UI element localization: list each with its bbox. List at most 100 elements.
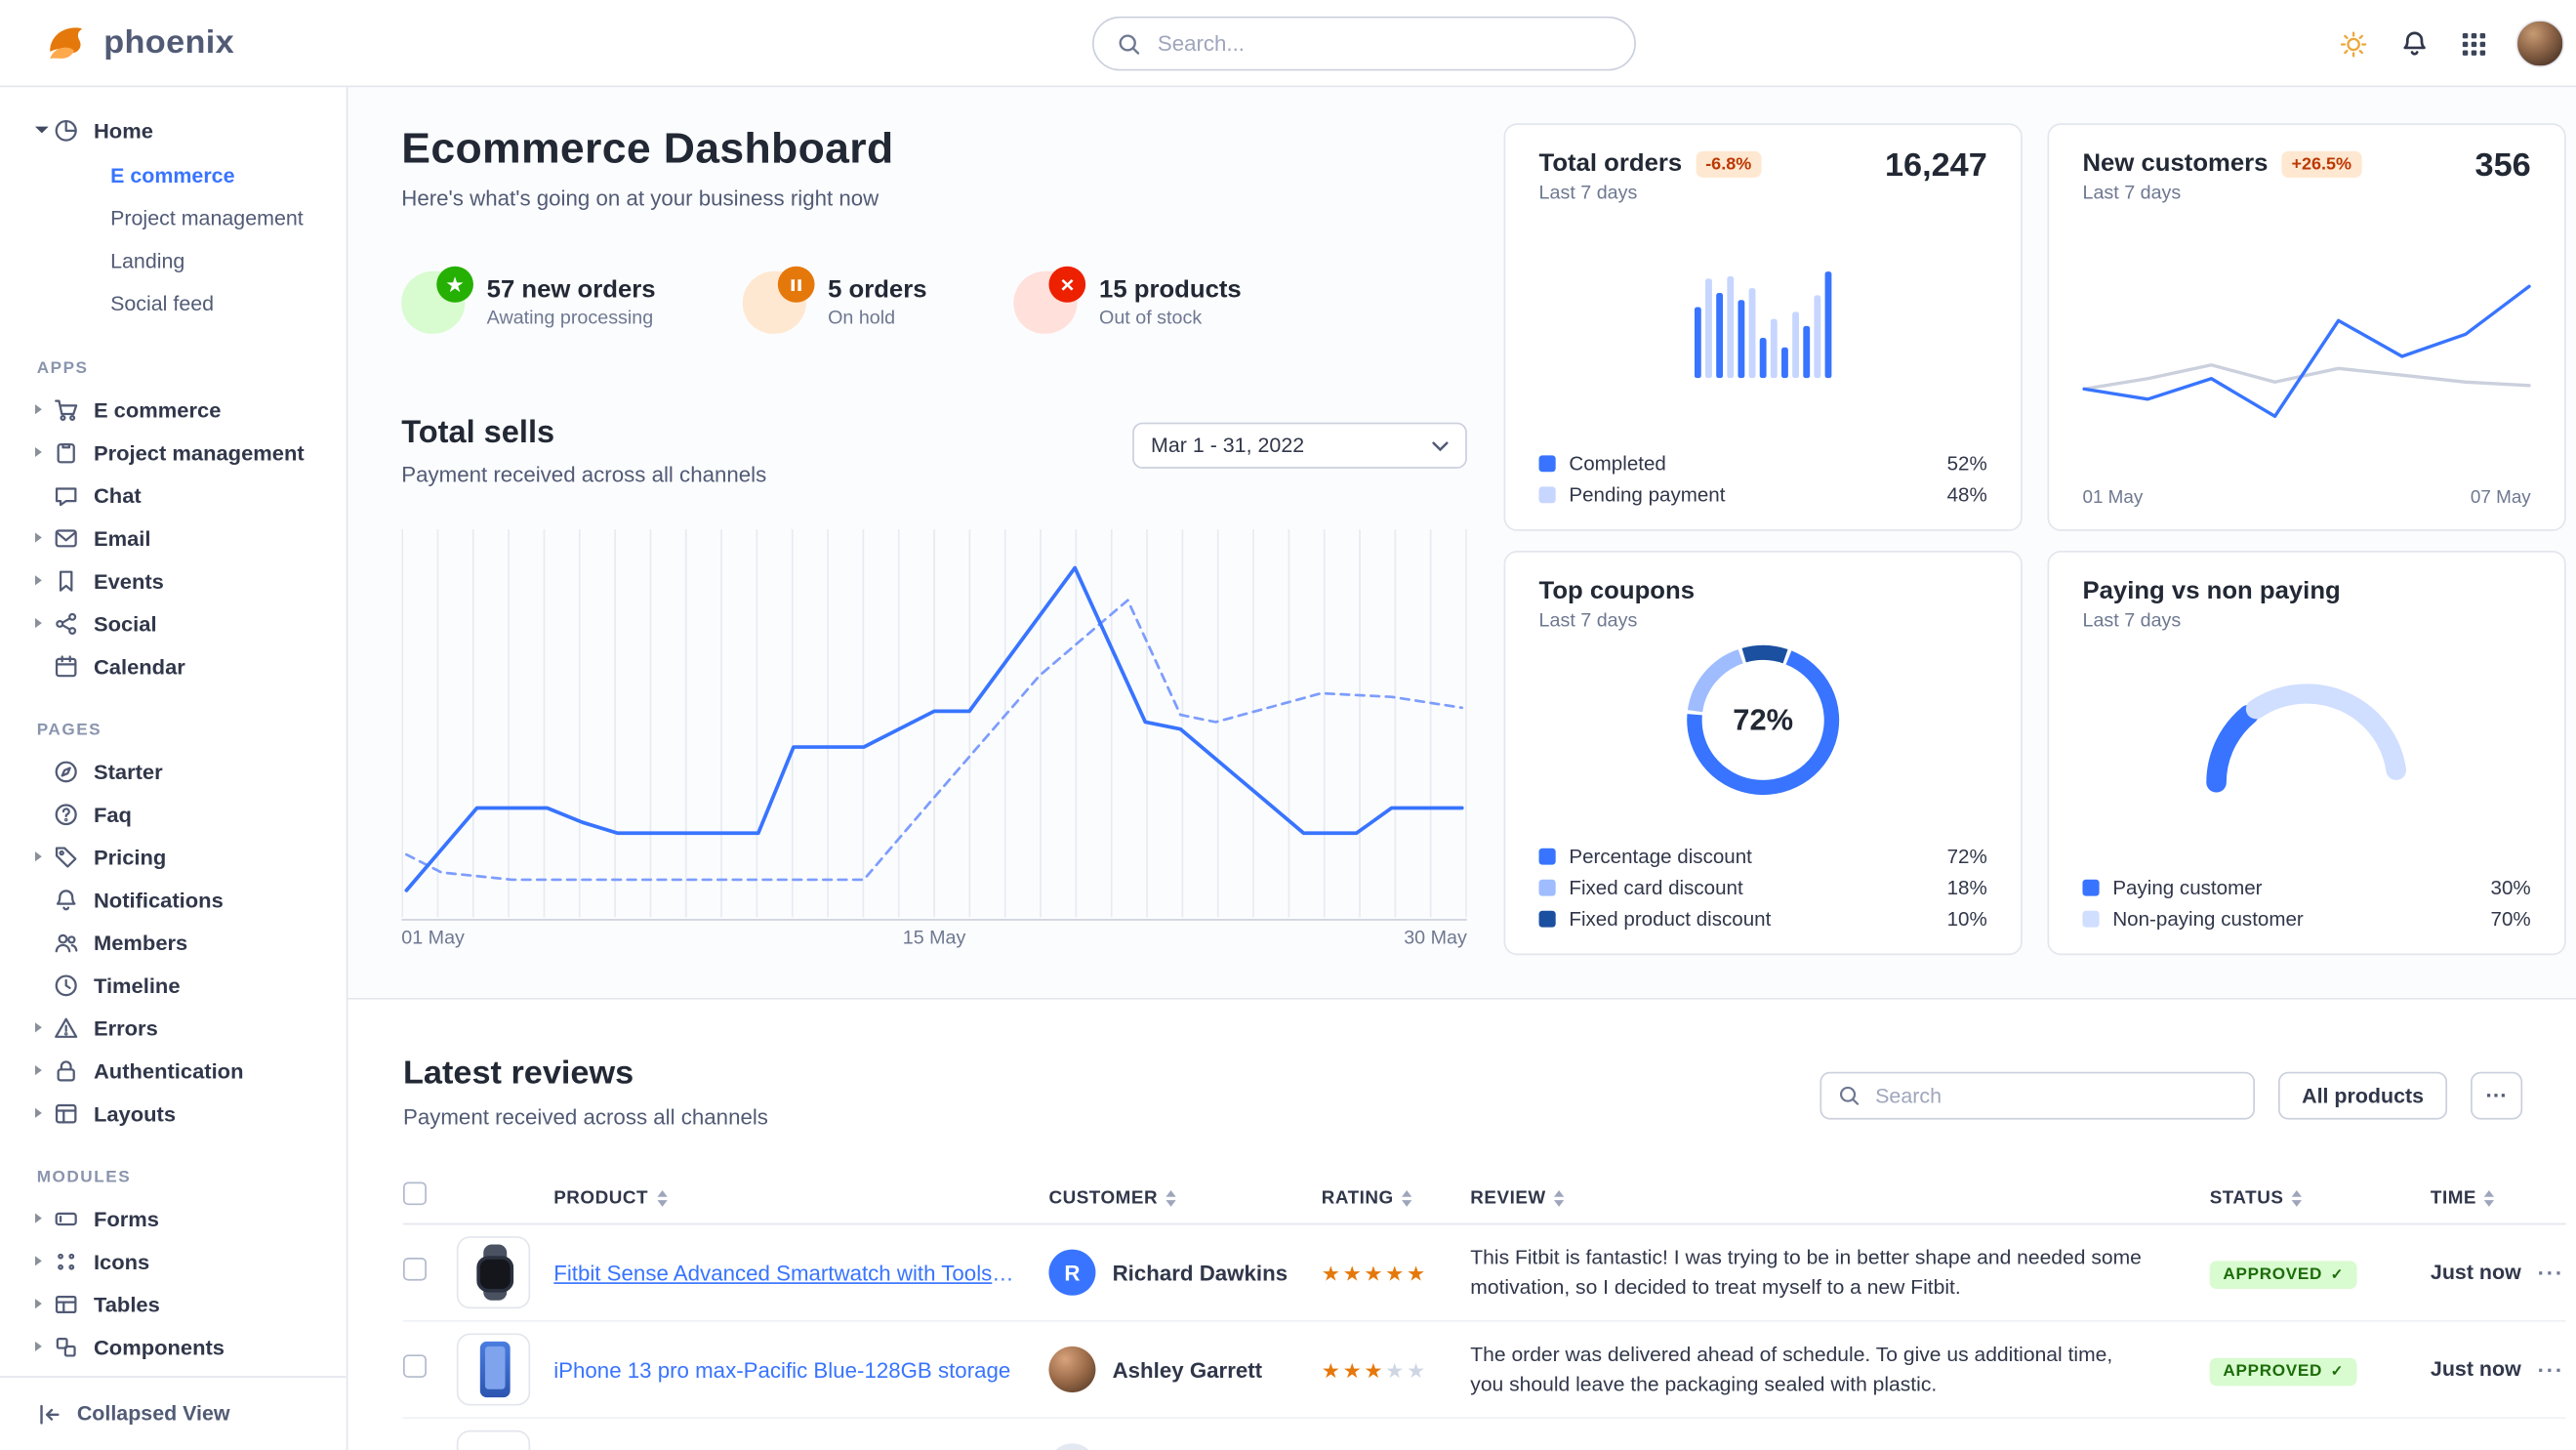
select-all-checkbox[interactable] [402,1181,427,1206]
total-orders-card: Total orders -6.8% Last 7 days 16,247 Co… [1503,123,2023,531]
donut-center-label: 72% [1733,702,1794,736]
clipboard-icon [54,439,80,464]
customer-cell [1048,1443,1321,1450]
expand-caret-icon [35,1065,54,1075]
customer-name: Ashley Garrett [1112,1356,1263,1383]
collapsed-view-toggle[interactable]: Collapsed View [0,1376,347,1450]
sidebar-item-events[interactable]: Events [0,559,347,601]
column-header-product[interactable]: PRODUCT [553,1187,1048,1208]
sidebar-item-components[interactable]: Components [0,1325,347,1368]
sidebar-item-members[interactable]: Members [0,921,347,964]
sidebar-item-social-feed[interactable]: Social feed [110,292,215,316]
apps-menu-button[interactable] [2457,27,2490,61]
row-menu-button[interactable]: ··· [2537,1356,2565,1383]
column-header-status[interactable]: STATUS [2210,1187,2431,1208]
nav-label: Faq [93,801,132,827]
nav-label: Calendar [93,653,185,679]
nav-label: Errors [93,1015,158,1040]
check-icon: ✓ [2330,1264,2345,1282]
reviews-menu-button[interactable]: ··· [2471,1071,2523,1120]
nav-label: Project management [93,439,305,465]
stat-label: On hold [828,309,896,329]
sidebar-item-project-management[interactable]: Project management [110,207,304,230]
search-input[interactable] [1154,29,1612,58]
product-image[interactable] [456,1429,531,1450]
customer-avatar: R [1048,1249,1096,1296]
review-row: iPhone 13 pro max-Pacific Blue-128GB sto… [402,1322,2566,1420]
all-products-filter-button[interactable]: All products [2278,1071,2448,1120]
reviews-table-body: Fitbit Sense Advanced Smartwatch with To… [402,1224,2566,1450]
column-header-customer[interactable]: CUSTOMER [1048,1187,1321,1208]
sidebar-item-pricing[interactable]: Pricing [0,835,347,878]
expand-caret-icon [35,1342,54,1351]
theme-toggle-button[interactable] [2335,25,2372,62]
product-link[interactable]: Fitbit Sense Advanced Smartwatch with To… [553,1260,1035,1285]
user-avatar[interactable] [2515,20,2565,68]
notifications-button[interactable] [2397,26,2433,61]
sidebar-item-notifications[interactable]: Notifications [0,878,347,921]
sidebar-item-starter[interactable]: Starter [0,750,347,793]
sidebar-item-calendar[interactable]: Calendar [0,644,347,687]
sort-icon [2484,1189,2495,1206]
new-customers-value: 356 [2474,147,2531,185]
legend-item: Completed 52% [1538,452,1987,476]
rating-stars: ★★★★★ [1321,1358,1428,1383]
stat-value: 57 new orders [486,275,656,305]
box-icon [54,1334,80,1358]
nav-label: Social [93,610,157,636]
column-header-review[interactable]: REVIEW [1470,1187,2209,1208]
sidebar-item-e-commerce[interactable]: E commerce [110,164,235,187]
date-range-select[interactable]: Mar 1 - 31, 2022 [1132,422,1467,469]
legend-swatch [1538,486,1556,504]
status-badge: APPROVED ✓ [2209,1260,2358,1289]
sidebar-item-tables[interactable]: Tables [0,1282,347,1325]
expand-caret-icon [35,851,54,861]
clock-icon [54,973,80,997]
sidebar-item-errors[interactable]: Errors [0,1006,347,1049]
sidebar-item-landing[interactable]: Landing [110,249,185,273]
sidebar-item-social[interactable]: Social [0,601,347,644]
row-menu-button[interactable]: ··· [2537,1260,2565,1285]
reviews-subtitle: Payment received across all channels [402,1104,768,1130]
sidebar-item-e-commerce[interactable]: E commerce [0,388,347,431]
sidebar-item-faq[interactable]: Faq [0,793,347,836]
users-icon [54,930,80,954]
legend-item: Fixed card discount 18% [1538,876,1987,899]
row-checkbox[interactable] [402,1257,427,1280]
column-header-rating[interactable]: RATING [1322,1187,1471,1208]
sort-icon [1165,1189,1176,1206]
sidebar-item-icons[interactable]: Icons [0,1239,347,1282]
sidebar-item-forms[interactable]: Forms [0,1197,347,1240]
sidebar-item-email[interactable]: Email [0,517,347,559]
sidebar-item-timeline[interactable]: Timeline [0,964,347,1007]
total-sells-title: Total sells [401,415,555,451]
sidebar-item-chat[interactable]: Chat [0,474,347,517]
search-icon [1118,32,1141,56]
legend-swatch [1538,848,1556,865]
top-coupons-legend: Percentage discount 72% Fixed card disco… [1538,845,1987,931]
reviews-search[interactable] [1820,1071,2256,1120]
column-header-time[interactable]: TIME [2431,1187,2538,1208]
new-customers-x-axis: 01 May 07 May [2082,488,2530,508]
product-image[interactable] [456,1236,531,1309]
stat-out-of-stock: × 15 products Out of stock [1013,266,1242,334]
brand-logo[interactable]: phoenix [44,0,234,87]
change-badge: +26.5% [2281,150,2362,177]
sidebar-item-project-management[interactable]: Project management [0,431,347,474]
reviews-search-input[interactable] [1871,1082,2237,1109]
card-period: Last 7 days [1538,611,1638,632]
product-image[interactable] [456,1333,531,1406]
question-icon [54,802,80,826]
row-checkbox[interactable] [402,1353,427,1378]
sidebar-item-authentication[interactable]: Authentication [0,1049,347,1092]
nav-label: Forms [93,1205,159,1231]
card-period: Last 7 days [2082,611,2182,632]
expand-caret-icon [35,533,54,543]
customer-cell: R Richard Dawkins [1048,1249,1321,1296]
global-search[interactable] [1092,16,1636,71]
sidebar-item-home[interactable]: Home [0,108,347,151]
sidebar-item-layouts[interactable]: Layouts [0,1092,347,1135]
latest-reviews-section: Latest reviews Payment received across a… [348,999,2576,1450]
product-link[interactable]: iPhone 13 pro max-Pacific Blue-128GB sto… [553,1356,1011,1383]
nav-label: Notifications [93,887,224,912]
